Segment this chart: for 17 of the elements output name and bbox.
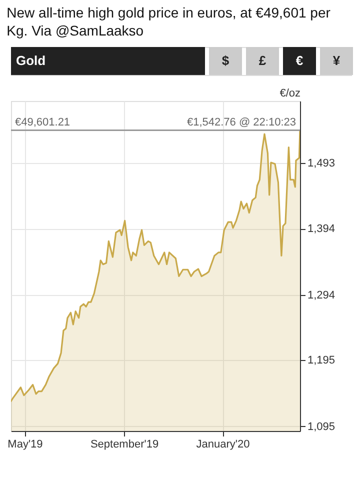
y-tick-label: 1,294 bbox=[308, 289, 336, 302]
text: $ bbox=[222, 53, 230, 68]
y-tick-label: 1,195 bbox=[308, 354, 336, 367]
y-axis-title: €/oz bbox=[280, 88, 300, 100]
annotation: €49,601.21 bbox=[15, 116, 70, 128]
x-tick-label: May'19 bbox=[8, 438, 43, 450]
chart-title: New all-time high gold price in euros, at €49,601 per Kg. Via @SamLaakso bbox=[6, 4, 331, 38]
y-tick-label: 1,493 bbox=[308, 158, 336, 170]
text: € bbox=[296, 53, 304, 68]
text: £ bbox=[258, 53, 267, 68]
y-tick-label: 1,095 bbox=[308, 420, 336, 433]
text: Gold bbox=[16, 53, 46, 68]
y-tick-label: 1,394 bbox=[308, 223, 336, 236]
text: ¥ bbox=[332, 53, 341, 68]
x-tick-label: January'20 bbox=[196, 438, 250, 450]
ref-line-label: €1,542.76 @ 22:10:23 bbox=[186, 116, 296, 128]
x-tick-label: September'19 bbox=[90, 438, 159, 450]
